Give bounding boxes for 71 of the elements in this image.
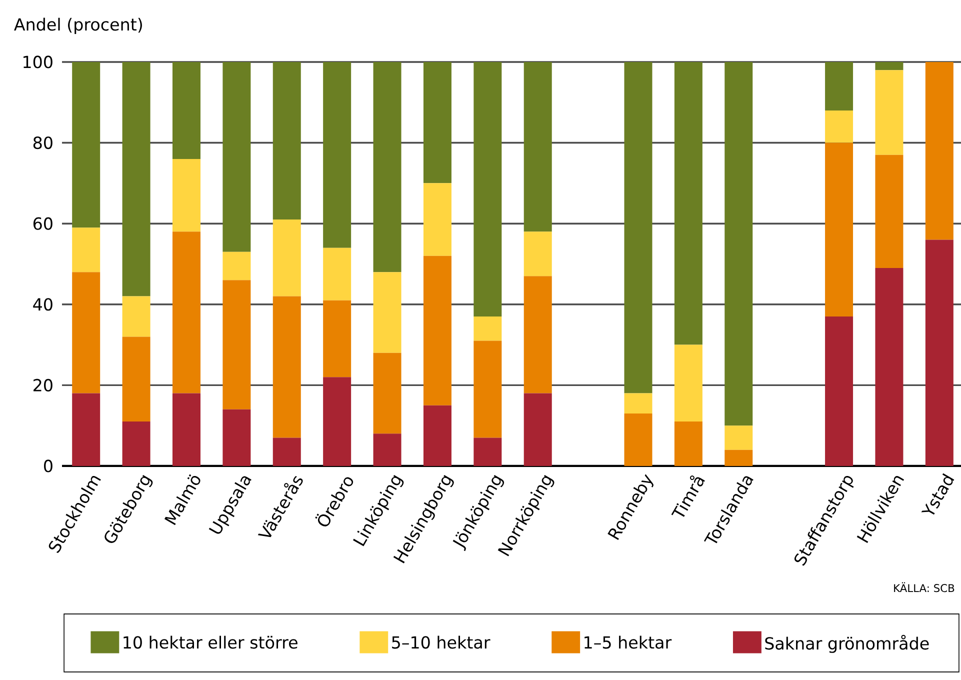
- bar: [423, 405, 452, 466]
- bar: [72, 272, 100, 394]
- bar: [222, 62, 251, 252]
- legend-label: 10 hektar eller större: [124, 636, 298, 649]
- bar: [72, 393, 100, 466]
- bar: [323, 62, 352, 248]
- bar: [825, 316, 854, 466]
- bar: [122, 296, 150, 337]
- bar: [925, 240, 954, 466]
- bar: [875, 154, 904, 268]
- bar: [222, 409, 251, 466]
- bar: [474, 62, 502, 317]
- bar: [524, 393, 552, 466]
- bar: [122, 336, 150, 422]
- bar: [524, 62, 552, 232]
- bar: [474, 340, 502, 438]
- legend-label: 5–10 hektar: [392, 636, 490, 649]
- bar: [222, 252, 251, 280]
- bar: [373, 62, 402, 272]
- bar: [524, 276, 552, 394]
- y-tick-label: 60: [33, 217, 52, 230]
- bar: [423, 183, 452, 256]
- bar: [925, 62, 954, 240]
- bar: [122, 62, 150, 296]
- bar: [373, 434, 402, 466]
- bar: [724, 450, 753, 466]
- bar: [423, 256, 452, 406]
- y-axis-title: Andel (procent): [14, 18, 142, 34]
- bar: [674, 344, 702, 422]
- bar: [72, 62, 100, 228]
- bar: [323, 300, 352, 378]
- bar: [172, 62, 200, 159]
- bar: [875, 70, 904, 155]
- y-tick-label: 40: [33, 298, 52, 311]
- text: KÄLLA: SCB: [894, 582, 954, 592]
- bar: [724, 62, 753, 426]
- bar: [674, 62, 702, 345]
- bar: [875, 62, 904, 70]
- bar: [674, 422, 702, 466]
- bar: [373, 272, 402, 353]
- bar: [524, 232, 552, 276]
- bar: [825, 142, 854, 317]
- bar: [323, 248, 352, 300]
- bar: [624, 393, 652, 414]
- bar: [272, 296, 301, 438]
- bar: [373, 352, 402, 434]
- y-tick-label: 80: [33, 136, 52, 150]
- bar: [172, 393, 200, 466]
- legend-label: Saknar grönområde: [765, 634, 929, 653]
- bar: [624, 62, 652, 394]
- bar: [825, 62, 854, 110]
- bar: [423, 62, 452, 184]
- bar: [272, 438, 301, 466]
- bar: [72, 228, 100, 272]
- bar: [724, 426, 753, 450]
- y-tick-label: 20: [34, 378, 52, 392]
- bar: [474, 316, 502, 341]
- bar: [624, 413, 652, 466]
- bar: [875, 268, 904, 466]
- bar: [172, 158, 200, 232]
- bar: [172, 232, 200, 394]
- y-tick-label: 100: [24, 56, 52, 68]
- bar: [222, 280, 251, 410]
- bar: [272, 62, 301, 220]
- legend-label: 1–5 hektar: [584, 636, 672, 649]
- bar: [323, 377, 352, 466]
- bar: [122, 422, 150, 466]
- bar: [272, 220, 301, 296]
- bar: [825, 110, 854, 143]
- y-tick-label: 0: [44, 460, 52, 472]
- bar: [474, 438, 502, 466]
